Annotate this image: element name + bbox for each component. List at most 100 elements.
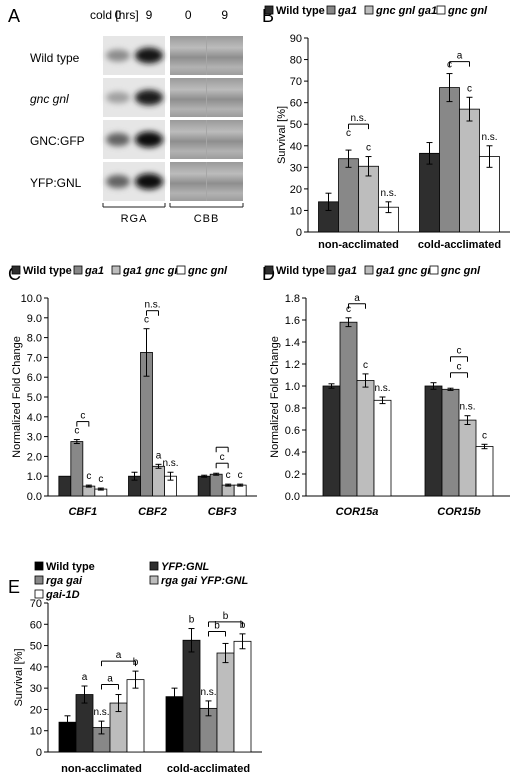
bar [339, 321, 358, 497]
time-label: 9 [221, 8, 228, 22]
legend-swatch [364, 5, 374, 15]
significance-label: b [223, 611, 229, 622]
western-blot: cold [hrs] 0 9 0 9 Wild type gnc gnl GNC… [30, 8, 244, 225]
time-label: 9 [146, 8, 153, 22]
category-label: COR15a [336, 506, 379, 518]
legend-label: gnc gnl [187, 265, 228, 277]
y-tick-label: 1.0 [27, 471, 42, 483]
legend-label: ga1 gnc gnl [375, 265, 438, 277]
significance-label: n.s. [481, 132, 497, 143]
blot-row-label: GNC:GFP [30, 134, 85, 148]
y-tick-label: 1.4 [285, 337, 300, 349]
bar [459, 108, 480, 233]
bar [439, 87, 460, 233]
significance-label: c [238, 470, 243, 481]
legend-label: Wild type [276, 265, 325, 277]
significance-label: b [133, 657, 139, 668]
y-tick-label: 6.0 [27, 372, 42, 384]
category-label: non-acclimated [318, 239, 399, 251]
significance-label: c [457, 362, 462, 373]
significance-label: c [363, 360, 368, 371]
time-label: 0 [115, 8, 122, 22]
significance-label: n.s. [380, 188, 396, 199]
bar [182, 639, 201, 753]
significance-label: n.s. [162, 458, 178, 469]
y-tick-label: 0.0 [27, 491, 42, 503]
blot-group-label: RGA [121, 213, 148, 225]
bar [197, 475, 211, 497]
legend-label: YFP:GNL [161, 561, 210, 573]
chart-b: 0 10 20 30 40 50 60 70 80 90 Survival [%] non-accli… [264, 5, 510, 251]
bar [338, 158, 359, 233]
blot-band [135, 131, 163, 148]
blot-row-label: gnc gnl [30, 92, 69, 106]
category-label: CBF1 [68, 506, 97, 518]
bar [70, 441, 84, 497]
legend-swatch [73, 265, 83, 275]
y-tick-label: 3.0 [27, 432, 42, 444]
bar [126, 679, 145, 753]
significance-label: c [74, 426, 79, 437]
legend-swatch [264, 5, 274, 15]
significance-label: c [80, 411, 85, 422]
legend-swatch [34, 575, 44, 585]
significance-label: c [346, 128, 351, 139]
bar [441, 388, 460, 497]
legend-label: gnc gnl [440, 265, 481, 277]
significance-label: b [189, 615, 195, 626]
bar [209, 473, 223, 497]
legend-label: Wild type [276, 5, 325, 17]
significance-label: n.s. [350, 113, 366, 124]
bar [475, 446, 494, 497]
panel-letter-a: A [8, 6, 20, 26]
y-tick-label: 70 [290, 76, 302, 88]
category-label: cold-acclimated [167, 763, 250, 775]
bar [458, 419, 477, 497]
y-tick-label: 50 [290, 119, 302, 131]
y-tick-label: 0 [296, 227, 302, 239]
legend-label: Wild type [23, 265, 72, 277]
significance-label: a [156, 450, 162, 461]
significance-label: c [482, 430, 487, 441]
y-tick-label: 60 [290, 98, 302, 110]
panel-letter-e: E [8, 577, 20, 597]
legend-label: Wild type [46, 561, 95, 573]
y-tick-label: 1.2 [285, 359, 300, 371]
y-tick-label: 1.0 [285, 381, 300, 393]
category-label: CBF2 [138, 506, 167, 518]
bar [419, 152, 440, 233]
legend-swatch [429, 265, 439, 275]
y-tick-label: 2.0 [27, 451, 42, 463]
significance-label: a [116, 650, 122, 661]
legend-swatch [264, 265, 274, 275]
y-axis-label: Normalized Fold Change [11, 336, 23, 458]
category-label: non-acclimated [61, 763, 142, 775]
chart-e: 0 10 20 30 40 50 60 70 Survival [%] non-acclimate… [13, 561, 262, 775]
bar [356, 380, 375, 497]
legend-swatch [436, 5, 446, 15]
time-label: 0 [185, 8, 192, 22]
y-tick-label: 7.0 [27, 352, 42, 364]
significance-label: c [98, 474, 103, 485]
y-tick-label: 60 [30, 619, 42, 631]
significance-label: n.s. [93, 707, 109, 718]
significance-label: n.s. [459, 402, 475, 413]
category-label: CBF3 [208, 506, 237, 518]
bar [221, 484, 235, 497]
blot-band [106, 174, 130, 189]
significance-label: a [457, 51, 463, 62]
y-tick-label: 8.0 [27, 333, 42, 345]
significance-label: c [457, 346, 462, 357]
blot-band [135, 89, 163, 106]
legend-swatch [34, 561, 44, 571]
y-tick-label: 10.0 [21, 293, 42, 305]
significance-label: a [107, 674, 113, 685]
y-tick-label: 90 [290, 33, 302, 45]
bar [373, 399, 392, 497]
y-tick-label: 0 [36, 747, 42, 759]
significance-label: a [354, 293, 360, 304]
bar [58, 475, 72, 497]
y-axis-label: Normalized Fold Change [269, 336, 281, 458]
bar [322, 385, 341, 497]
y-tick-label: 0.6 [285, 425, 300, 437]
